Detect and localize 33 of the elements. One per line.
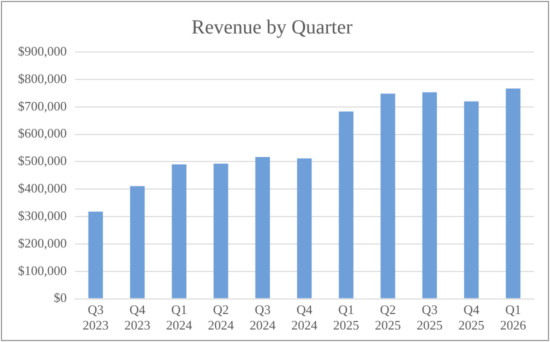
bar — [88, 212, 103, 298]
x-tick-label: Q1 2026 — [500, 302, 527, 333]
bar — [297, 158, 312, 298]
y-tick-label: $700,000 — [18, 98, 67, 114]
bar — [255, 157, 270, 298]
chart-title: Revenue by Quarter — [191, 16, 353, 38]
bar — [130, 186, 145, 298]
y-tick-label: $600,000 — [18, 126, 67, 141]
y-tick-label: $800,000 — [18, 70, 67, 86]
y-tick-label: $200,000 — [18, 235, 67, 250]
y-tick-label: $300,000 — [18, 208, 67, 223]
y-tick-label: $0 — [54, 290, 67, 306]
x-tick-label: Q3 2025 — [416, 302, 443, 333]
x-tick-label: Q3 2023 — [82, 302, 109, 333]
y-tick-label: $100,000 — [18, 262, 67, 278]
x-tick-label: Q4 2025 — [458, 302, 484, 333]
x-tick-label: Q1 2024 — [166, 302, 193, 333]
bar — [464, 101, 479, 298]
bar — [214, 164, 228, 298]
bar — [506, 88, 520, 298]
bar — [338, 112, 354, 298]
bar — [422, 92, 437, 298]
y-tick-label: $400,000 — [18, 180, 67, 196]
x-tick-label: Q3 2024 — [250, 302, 276, 333]
x-tick-label: Q1 2025 — [333, 302, 360, 333]
x-tick-label: Q2 2025 — [374, 302, 401, 333]
x-tick-label: Q4 2023 — [124, 302, 150, 333]
y-tick-label: $900,000 — [18, 43, 67, 58]
bar — [380, 94, 396, 298]
bar — [172, 164, 186, 298]
y-tick-label: $500,000 — [18, 153, 67, 168]
x-tick-label: Q4 2024 — [291, 302, 318, 333]
x-tick-label: Q2 2024 — [208, 302, 234, 333]
